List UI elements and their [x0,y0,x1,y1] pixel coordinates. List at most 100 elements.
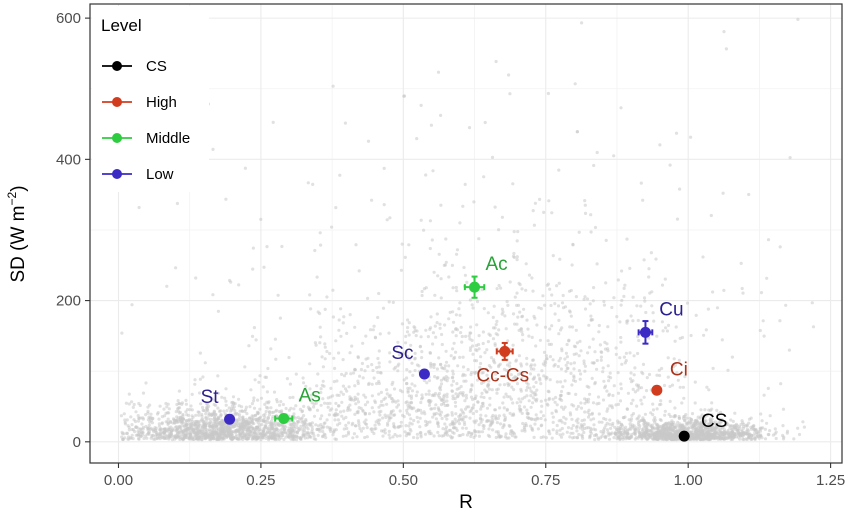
background-point [484,414,488,418]
background-point [487,332,491,336]
background-point [312,405,316,409]
background-point [550,293,554,297]
background-point [311,431,315,435]
background-point [654,257,658,261]
background-point [311,182,315,186]
background-point [179,433,183,437]
background-point [533,393,537,397]
background-point [376,418,380,422]
background-point [166,417,170,421]
background-point [539,399,543,403]
background-point [131,437,135,441]
background-point [435,367,439,371]
background-point [356,400,361,404]
background-point [299,435,304,439]
background-point [564,417,568,421]
background-point [301,376,305,380]
background-point [435,312,439,316]
background-point [553,312,557,316]
background-point [446,413,450,417]
background-point [415,390,419,394]
background-point [583,369,587,373]
background-point [706,434,710,438]
background-point [323,421,327,425]
background-point [653,426,657,430]
background-point [708,417,713,421]
background-point [639,181,643,185]
background-point [190,408,194,412]
background-point [360,361,364,366]
point-label: Sc [391,343,413,364]
background-point [525,411,529,415]
background-point [253,433,258,437]
background-point [167,431,171,435]
background-point [237,397,241,401]
background-point [331,315,335,319]
background-point [590,411,595,415]
background-point [325,401,330,406]
background-point [428,351,432,355]
background-point [292,407,296,411]
background-point [408,421,412,425]
background-point [530,276,534,280]
background-point [629,427,633,431]
legend-label: High [146,94,177,111]
background-point [313,248,317,253]
background-point [663,413,667,417]
background-point [181,430,185,434]
background-point [177,389,181,393]
background-point [766,432,770,437]
background-point [715,408,719,412]
background-point [440,332,444,337]
background-point [194,413,198,417]
background-point [216,406,220,410]
background-point [542,210,546,214]
background-point [539,435,543,440]
background-point [529,405,533,409]
background-point [140,422,144,426]
background-point [370,394,374,398]
background-point [334,401,338,405]
background-point [665,431,669,435]
background-point [588,436,592,440]
background-point [364,418,368,422]
background-point [254,438,258,442]
background-point [340,372,344,376]
background-point [225,429,229,433]
background-point [564,351,569,355]
background-point [533,398,537,402]
background-point [185,432,189,436]
background-point [392,387,397,391]
background-point [589,314,593,318]
background-point [659,399,663,403]
background-point [179,428,183,432]
background-point [229,409,233,413]
background-point [429,365,433,369]
background-point [377,361,381,365]
background-point [126,437,130,441]
background-point [190,431,194,435]
background-point [310,421,314,425]
background-point [623,283,627,287]
background-point [277,434,281,438]
background-point [412,325,416,329]
background-point [529,389,533,393]
background-point [563,421,567,425]
background-point [440,366,444,370]
background-point [334,206,338,210]
background-point [642,395,646,399]
background-point [445,417,449,421]
background-point [727,434,732,439]
background-point [466,430,471,435]
background-point [272,430,276,434]
background-point [423,432,428,436]
background-point [761,426,765,430]
background-point [432,362,437,367]
background-point [184,429,188,433]
background-point [308,362,312,366]
background-point [520,429,524,433]
background-point [607,437,612,441]
background-point [666,323,671,327]
background-point [796,17,800,21]
